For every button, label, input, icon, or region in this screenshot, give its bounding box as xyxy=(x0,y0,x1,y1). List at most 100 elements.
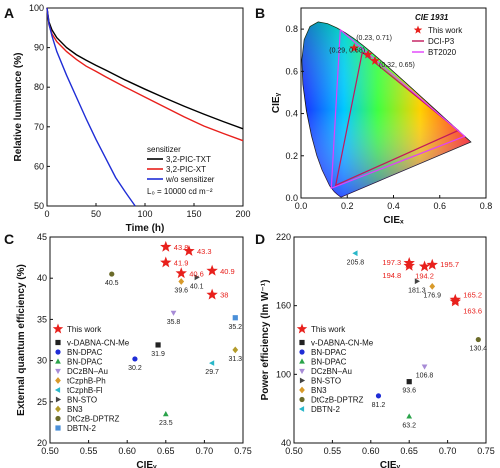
c-legend-label-9: DtCzB-DPTRZ xyxy=(67,415,120,424)
d-legend-marker-6 xyxy=(299,386,305,394)
a-xtick-label: 150 xyxy=(186,209,201,219)
d-legend-label-8: DBTN-2 xyxy=(311,405,340,414)
a-ytick-label: 50 xyxy=(34,201,44,211)
c-ref-label-0: 31.9 xyxy=(151,351,165,358)
d-ref-label-2: 63.2 xyxy=(402,422,416,429)
c-ref-marker-4 xyxy=(178,278,185,285)
d-legend-marker-4 xyxy=(299,368,305,375)
a-xlabel: Time (h) xyxy=(126,223,165,234)
c-this-work-star-0 xyxy=(160,240,172,252)
c-ref-label-1: 30.2 xyxy=(128,365,142,372)
panel-d-letter: D xyxy=(255,231,265,247)
c-ref-label-8: 40.5 xyxy=(105,280,119,287)
c-legend-label-0: This work xyxy=(67,325,102,334)
d-legend-label-7: DtCzB-DPTRZ xyxy=(311,396,364,405)
a-xtick-label: 100 xyxy=(137,209,152,219)
d-legend-label-3: BN-DPAC xyxy=(311,358,347,367)
c-ytick-label: 35 xyxy=(37,314,47,324)
c-ref-marker-8 xyxy=(109,271,115,277)
d-legend-marker-1 xyxy=(299,339,305,346)
a-legend-label-0: 3,2-PIC-TXT xyxy=(166,155,211,164)
a-ytick-label: 60 xyxy=(34,161,44,171)
b-xtick-label: 0.4 xyxy=(387,201,400,211)
c-this-work-label-2: 41.9 xyxy=(174,259,189,268)
panel-b-letter: B xyxy=(255,5,265,21)
d-ref-label-6: 130.4 xyxy=(470,346,488,353)
a-legend-label-1: 3,2-PIC-XT xyxy=(166,165,206,174)
c-xtick-label: 0.55 xyxy=(80,446,98,456)
b-xtick-label: 0.0 xyxy=(295,201,308,211)
c-xtick-label: 0.50 xyxy=(41,446,59,456)
d-xtick-label: 0.65 xyxy=(400,446,418,456)
b-ytick-label: 0.4 xyxy=(285,109,298,119)
c-legend-marker-0 xyxy=(52,323,64,334)
c-this-work-star-4 xyxy=(206,264,218,276)
d-xtick-label: 0.75 xyxy=(477,446,495,456)
d-this-work-label-3: 194.8 xyxy=(382,271,401,280)
a-legend-note: L₀ = 10000 cd m⁻² xyxy=(147,187,213,196)
c-ref-label-5: 29.7 xyxy=(205,369,219,376)
d-legend-marker-7 xyxy=(299,396,305,403)
d-this-work-label-2: 195.7 xyxy=(440,260,459,269)
a-ytick-label: 100 xyxy=(29,3,44,13)
c-legend-label-7: BN-STO xyxy=(67,396,97,405)
c-ref-marker-1 xyxy=(132,356,138,362)
d-ref-label-1: 81.2 xyxy=(372,402,386,409)
d-legend-label-5: BN-STO xyxy=(311,377,341,386)
c-ref-marker-7 xyxy=(232,346,239,354)
c-legend-marker-9 xyxy=(55,415,61,422)
d-this-work-label-0: 197.3 xyxy=(382,258,401,267)
d-legend-label-0: This work xyxy=(311,325,346,334)
c-legend-label-5: tCzphB-Ph xyxy=(67,377,106,386)
b-xlabel: CIEₓ xyxy=(383,215,404,226)
c-xtick-label: 0.75 xyxy=(234,446,252,456)
d-ref-label-7: 205.8 xyxy=(347,259,365,266)
d-xtick-label: 0.70 xyxy=(439,446,457,456)
c-this-work-star-5 xyxy=(206,288,218,300)
a-ylabel: Relative luminance (%) xyxy=(13,53,24,162)
b-legend-label-1: DCI-P3 xyxy=(428,37,455,46)
c-ref-label-3: 35.8 xyxy=(167,319,181,326)
b-xtick-label: 0.2 xyxy=(341,201,354,211)
d-this-work-star-2 xyxy=(426,258,438,270)
c-ref-marker-5 xyxy=(209,360,215,366)
c-legend-marker-8 xyxy=(55,405,61,413)
a-series-line-2 xyxy=(46,7,136,207)
d-ylabel: Power efficiency (lm W⁻¹) xyxy=(260,280,271,401)
a-xtick-label: 0 xyxy=(44,209,49,219)
b-legend-label-2: BT2020 xyxy=(428,48,457,57)
d-this-work-label-1: 194.2 xyxy=(415,272,434,281)
c-this-work-star-3 xyxy=(175,267,187,279)
c-legend-marker-4 xyxy=(55,368,61,375)
a-ytick-label: 90 xyxy=(34,43,44,53)
c-ref-label-7: 31.3 xyxy=(228,356,242,363)
c-ylabel: External quantum efficiency (%) xyxy=(16,264,27,416)
c-ytick-label: 25 xyxy=(37,397,47,407)
c-legend-label-6: tCzphB-Fl xyxy=(67,386,103,395)
d-legend-label-4: DCzBN–Au xyxy=(311,367,352,376)
d-legend-marker-3 xyxy=(299,358,305,364)
c-ref-label-9: 35.2 xyxy=(228,324,242,331)
a-xtick-label: 200 xyxy=(235,209,250,219)
d-ref-marker-4 xyxy=(414,278,420,285)
panel-d-frame xyxy=(293,236,487,444)
d-legend-marker-5 xyxy=(299,377,306,384)
panel-c: C 0.50 0.55 0.60 0.65 0.70 0.75 20 25 30 35 40 45 CI… xyxy=(4,231,252,468)
b-this-work-star-2 xyxy=(370,55,380,65)
b-ytick-label: 0.6 xyxy=(285,66,298,76)
d-this-work-label-5: 163.6 xyxy=(463,307,482,316)
c-legend-marker-5 xyxy=(55,377,61,384)
c-ytick-label: 20 xyxy=(37,438,47,448)
c-this-work-label-0: 43.8 xyxy=(174,243,189,252)
c-legend-label-3: BN-DPAC xyxy=(67,358,103,367)
c-legend-label-4: DCzBN–Au xyxy=(67,367,108,376)
a-xtick-label: 50 xyxy=(91,209,101,219)
b-legend-label-0: This work xyxy=(428,26,463,35)
d-ytick-label: 220 xyxy=(276,232,291,242)
d-legend-marker-0 xyxy=(296,323,308,334)
b-xtick-label: 0.6 xyxy=(433,201,446,211)
d-ref-label-5: 176.9 xyxy=(423,292,441,299)
b-legend-star xyxy=(413,25,423,34)
